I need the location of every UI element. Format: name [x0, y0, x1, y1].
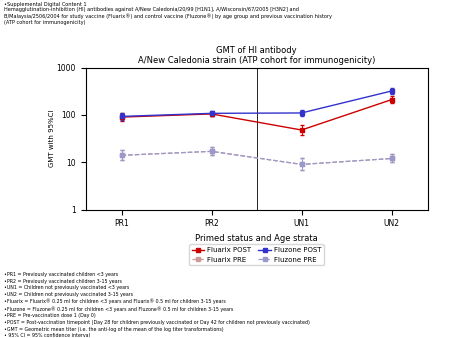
- Text: •PR1 = Previously vaccinated children <3 years
•PR2 = Previously vaccinated chil: •PR1 = Previously vaccinated children <3…: [4, 272, 310, 338]
- X-axis label: Primed status and Age strata: Primed status and Age strata: [195, 234, 318, 243]
- Legend: Fluarix POST, Fluarix PRE, Fluzone POST, Fluzone PRE: Fluarix POST, Fluarix PRE, Fluzone POST,…: [189, 244, 324, 265]
- Text: •Supplemental Digital Content 1
Hemagglutination-inhibition (HI) antibodies agai: •Supplemental Digital Content 1 Hemagglu…: [4, 2, 333, 25]
- Y-axis label: GMT with 95%CI: GMT with 95%CI: [49, 110, 55, 167]
- Title: GMT of HI antibody
A/New Caledonia strain (ATP cohort for immunogenicity): GMT of HI antibody A/New Caledonia strai…: [138, 46, 375, 66]
